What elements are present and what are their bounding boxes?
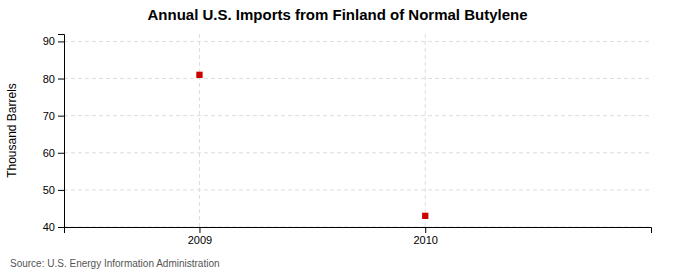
tick-label: 70 [43, 110, 55, 122]
grid-line [64, 189, 651, 190]
tick-mark [199, 227, 200, 233]
source-note: Source: U.S. Energy Information Administ… [10, 258, 220, 269]
grid-line [425, 34, 426, 227]
grid-line [64, 152, 651, 153]
axis-line [65, 228, 652, 234]
tick-label: 90 [43, 35, 55, 47]
chart: 2009 2010 40 50 60 70 80 90 Annual U.S. Imports … [0, 0, 675, 275]
tick: 80 [43, 73, 64, 85]
tick-mark [58, 153, 64, 154]
grid-line [64, 115, 651, 116]
tick: 2009 [188, 227, 212, 246]
plot-area: 2009 2010 40 50 60 70 80 90 [43, 34, 652, 246]
tick: 50 [43, 184, 64, 196]
tick-mark [58, 41, 64, 42]
tick-mark [58, 116, 64, 117]
grid-line [64, 78, 651, 79]
tick-mark [58, 190, 64, 191]
tick: 60 [43, 147, 64, 159]
points [196, 72, 428, 219]
y-axis: 40 50 60 70 80 90 [43, 35, 65, 234]
tick-label: 80 [43, 73, 55, 85]
tick-label: 40 [43, 221, 55, 233]
point [422, 213, 428, 219]
tick-label: 2010 [413, 234, 437, 246]
tick-mark [58, 79, 64, 80]
tick: 40 [43, 221, 64, 233]
grid-line [64, 41, 651, 42]
tick-mark [425, 227, 426, 233]
y-axis-title: Thousand Barrels [5, 83, 19, 178]
tick: 90 [43, 35, 64, 47]
tick: 2010 [413, 227, 437, 246]
axis-line [58, 35, 65, 228]
point [196, 72, 202, 78]
tick: 70 [43, 110, 64, 122]
grid [64, 34, 651, 227]
tick-label: 2009 [188, 234, 212, 246]
title: Annual U.S. Imports from Finland of Norm… [147, 6, 527, 23]
tick-label: 60 [43, 147, 55, 159]
tick-label: 50 [43, 184, 55, 196]
grid-line [64, 227, 651, 228]
tick-mark [58, 227, 64, 228]
grid-line [199, 34, 200, 227]
x-axis: 2009 2010 [65, 227, 652, 246]
